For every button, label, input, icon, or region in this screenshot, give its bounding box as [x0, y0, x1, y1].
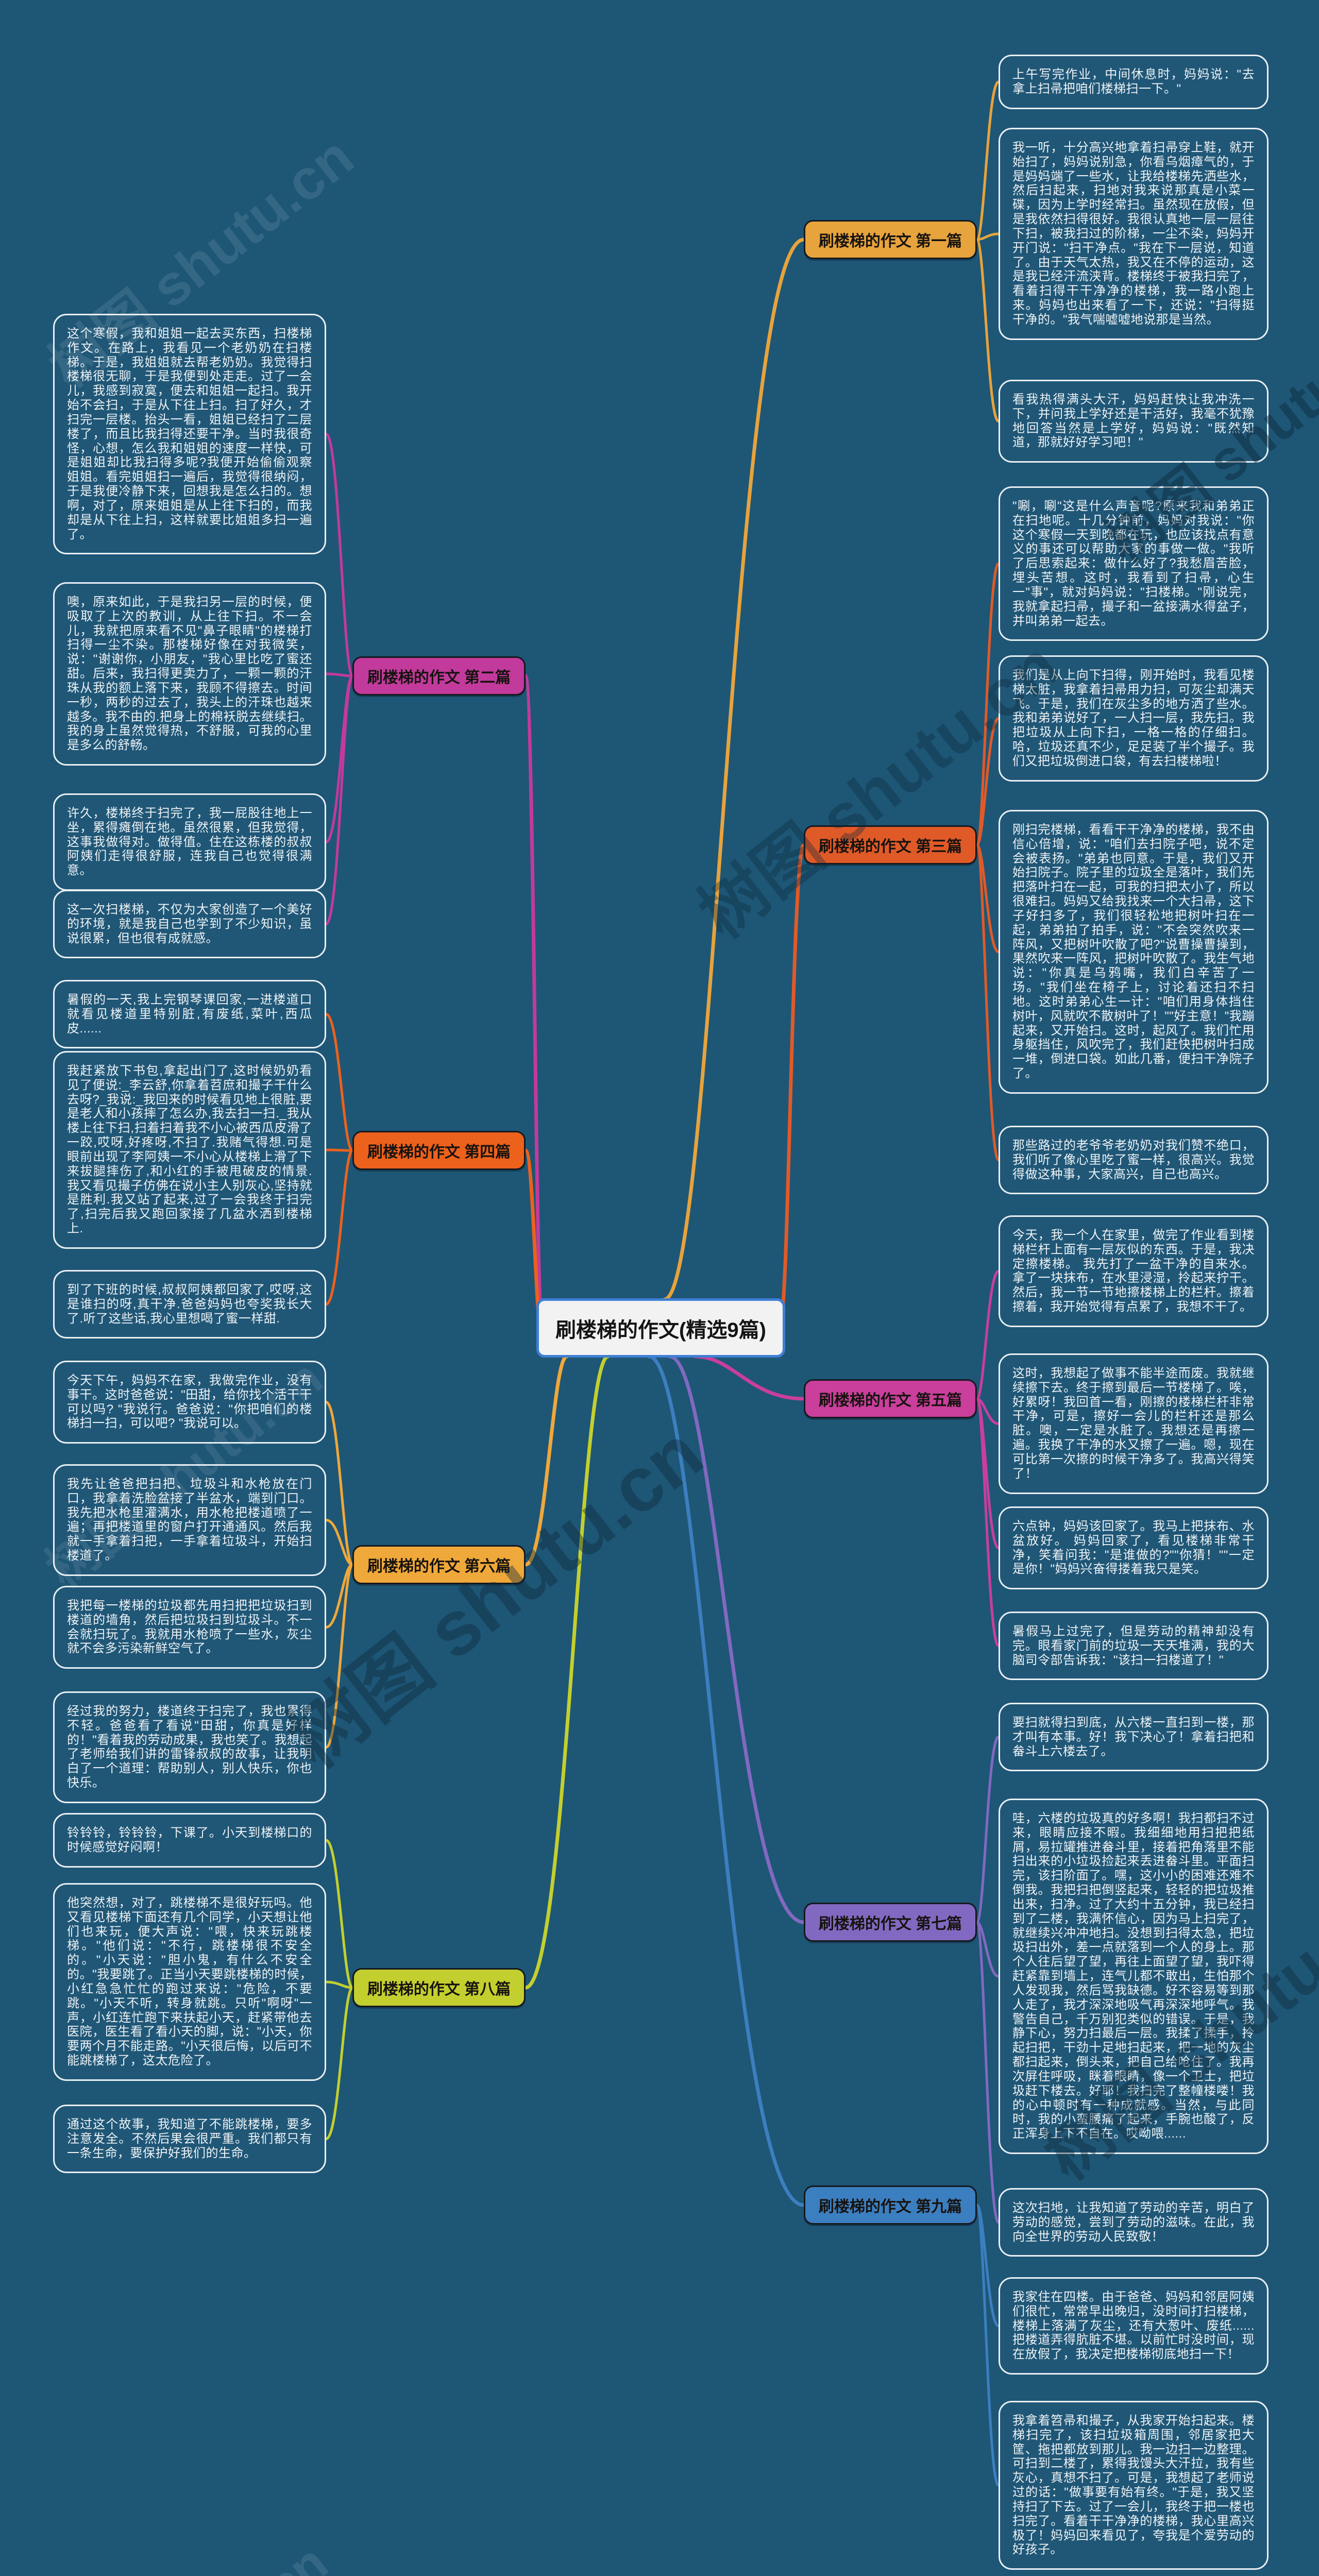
connector-line: [975, 1397, 1000, 1425]
essay-box[interactable]: 我把每一楼梯的垃圾都先用扫把把垃圾扫到楼道的墙角，然后把垃圾扫到垃圾斗。不一会就…: [53, 1586, 326, 1669]
branch-label-2[interactable]: 刷楼梯的作文 第二篇: [352, 656, 526, 696]
essay-box[interactable]: 今天下午，妈妈不在家，我做完作业，没有事干。这时爸爸说："田甜，给你找个活干干可…: [53, 1361, 326, 1444]
connector-line: [325, 1839, 354, 1989]
branch-label-3[interactable]: 刷楼梯的作文 第三篇: [804, 825, 977, 865]
connector-line: [325, 1149, 354, 1306]
connector-line: [975, 232, 1000, 241]
connector-line: [325, 672, 354, 677]
essay-box[interactable]: 我拿着笤帚和撮子，从我家开始扫起来。楼梯扫完了，该扫垃圾箱周围，邻居家把大筐、拖…: [999, 2401, 1269, 2570]
essay-box[interactable]: 那些路过的老爷爷老奶奶对我们赞不绝口，我们听了像心里吃了蜜一样，很高兴。我觉得做…: [999, 1126, 1269, 1195]
connector-line: [325, 1013, 354, 1152]
essay-box[interactable]: 噢，原来如此，于是我扫另一层的时候，便吸取了上次的教训，从上往下扫。不一会儿，我…: [53, 582, 326, 766]
connector-line: [325, 1519, 354, 1566]
essay-box[interactable]: 这次扫地，让我知道了劳动的辛苦，明白了劳动的感觉，尝到了劳动的滋味。在此，我向全…: [999, 2188, 1269, 2257]
connector-line: [325, 1980, 354, 1989]
branch-label-7[interactable]: 刷楼梯的作文 第七篇: [804, 1903, 977, 1942]
center-topic-node[interactable]: 刷楼梯的作文(精选9篇): [536, 1298, 785, 1358]
essay-box[interactable]: 他突然想，对了，跳楼梯不是很好玩吗。他又看见楼梯下面还有几个同学，小天想让他们也…: [53, 1883, 326, 2081]
connector-line: [647, 1354, 806, 2207]
connector-line: [325, 1563, 354, 1629]
connector-line: [325, 433, 354, 677]
watermark-text: 树图 shutu.cn: [33, 2523, 341, 2576]
connector-line: [668, 1354, 806, 1924]
connector-line: [975, 843, 1000, 1161]
essay-box[interactable]: 这个寒假，我和姐姐一起去买东西，扫楼梯作文。在路上，我看见一个老奶奶在扫楼梯。于…: [53, 314, 326, 555]
essay-box[interactable]: 暑假的一天,我上完钢琴课回家,一进楼道口就看见楼道里特别脏,有废纸,菜叶,西瓜皮…: [53, 980, 326, 1049]
essay-box[interactable]: 这一次扫楼梯，不仅为大家创造了一个美好的环境，就是我自己也学到了不少知识，虽说很…: [53, 890, 326, 959]
connector-line: [325, 1563, 354, 1749]
essay-box[interactable]: 许久，楼梯终于扫完了，我一屁股往地上一坐，累得瘫倒在地。虽然很累，但我觉得，这事…: [53, 793, 326, 891]
connector-line: [325, 674, 354, 925]
essay-box[interactable]: "唰，唰"这是什么声音呢?原来我和弟弟正在扫地呢。十几分钟前，妈妈对我说："你这…: [999, 486, 1269, 641]
essay-box[interactable]: 要扫就得扫到底，从六楼一直扫到一楼，那才叫有本事。好！我下决心了！拿着扫把和畚斗…: [999, 1703, 1269, 1772]
connector-line: [975, 1397, 1000, 1647]
essay-box[interactable]: 我们是从上向下扫得，刚开始时，我看见楼梯太脏，我拿着扫帚用力扫，可灰尘却满天飞。…: [999, 655, 1269, 782]
watermark-text: 树图 shutu.cn: [272, 1409, 718, 1784]
connector-line: [975, 2204, 1000, 2327]
connector-line: [523, 674, 544, 1319]
connector-line: [975, 1921, 1000, 2224]
connector-line: [523, 1354, 610, 1990]
branch-label-5[interactable]: 刷楼梯的作文 第五篇: [804, 1379, 977, 1418]
connector-line: [975, 717, 1000, 846]
essay-box[interactable]: 到了下班的时候,叔叔阿姨都回家了,哎呀,这是谁扫的呀,真干净.爸爸妈妈也夸奖我长…: [53, 1270, 326, 1339]
connector-line: [694, 1354, 806, 1401]
essay-box[interactable]: 刚扫完楼梯，看看干干净净的楼梯，我不由信心倍增，说："咱们去扫院子吧，说不定会被…: [999, 810, 1269, 1094]
connector-line: [325, 1986, 354, 2140]
essay-box[interactable]: 我先让爸爸把扫把、垃圾斗和水枪放在门口，我拿着洗脸盆接了半盆水，端到门口。我先把…: [53, 1464, 326, 1576]
essay-box[interactable]: 今天，我一个人在家里，做完了作业看到楼梯栏杆上面有一层灰似的东西。于是，我决定擦…: [999, 1215, 1269, 1327]
essay-box[interactable]: 铃铃铃，铃铃铃，下课了。小天到楼梯口的时候感觉好闷啊！: [53, 1813, 326, 1868]
essay-box[interactable]: 这时，我想起了做事不能半途而废。我就继续擦下去。终于擦到最后一节楼梯了。唉，好累…: [999, 1353, 1269, 1494]
connector-line: [975, 2204, 1000, 2487]
connector-line: [325, 674, 354, 843]
connector-line: [523, 1354, 569, 1567]
branch-label-9[interactable]: 刷楼梯的作文 第九篇: [804, 2185, 977, 2225]
connector-line: [975, 1921, 1000, 1978]
connector-line: [975, 1270, 1000, 1400]
essay-box[interactable]: 通过这个故事，我知道了不能跳楼梯，要多注意发全。不然后果会很严重。我们都只有一条…: [53, 2105, 326, 2174]
connector-line: [975, 238, 1000, 422]
branch-label-8[interactable]: 刷楼梯的作文 第八篇: [352, 1968, 526, 2007]
connector-line: [779, 843, 806, 1321]
connector-line: [975, 843, 1000, 953]
connector-line: [663, 238, 806, 1301]
connector-line: [975, 80, 1000, 241]
branch-label-4[interactable]: 刷楼梯的作文 第四篇: [352, 1131, 526, 1170]
essay-box[interactable]: 我家住在四楼。由于爸爸、妈妈和邻居阿姨们很忙，常常早出晚归，没时间打扫楼梯，楼梯…: [999, 2277, 1269, 2375]
connector-line: [975, 562, 1000, 846]
essay-box[interactable]: 我一听，十分高兴地拿着扫帚穿上鞋，就开始扫了，妈妈说别急，你看乌烟瘴气的，于是妈…: [999, 128, 1269, 340]
essay-box[interactable]: 经过我的努力，楼道终于扫完了，我也累得不轻。爸爸看了看说"田甜，你真是好样的！"…: [53, 1691, 326, 1803]
branch-label-1[interactable]: 刷楼梯的作文 第一篇: [804, 220, 977, 259]
essay-box[interactable]: 哇，六楼的垃圾真的好多啊！我扫都扫不过来，眼睛应接不暇。我细细地用扫把把纸屑，易…: [999, 1799, 1269, 2155]
essay-box[interactable]: 看我热得满头大汗，妈妈赶快让我冲洗一下，并问我上学好还是干活好，我毫不犹豫地回答…: [999, 380, 1269, 463]
connector-line: [325, 1401, 354, 1566]
essay-box[interactable]: 我赶紧放下书包,拿起出门了,这时候奶奶看见了便说:_李云舒,你拿着苕庶和撮子干什…: [53, 1051, 326, 1249]
essay-box[interactable]: 上午写完作业，中间休息时，妈妈说："去拿上扫帚把咱们楼梯扫一下。": [999, 55, 1269, 109]
essay-box[interactable]: 六点钟，妈妈该回家了。我马上把抹布、水盆放好。 妈妈回家了，看见楼梯非常干净，笑…: [999, 1506, 1269, 1590]
essay-box[interactable]: 暑假马上过完了，但是劳动的精神却没有完。眼看家门前的垃圾一天天堆满，我的大脑司令…: [999, 1612, 1269, 1681]
connector-line: [975, 1397, 1000, 1549]
branch-label-6[interactable]: 刷楼梯的作文 第六篇: [352, 1545, 526, 1584]
connector-line: [975, 1736, 1000, 1924]
